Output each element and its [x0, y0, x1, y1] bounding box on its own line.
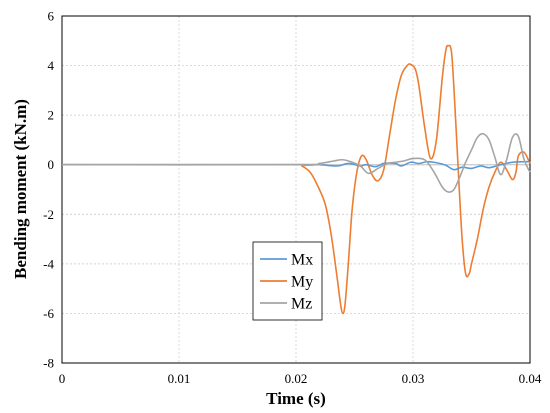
y-tick-labels: -8 -6 -4 -2 0 2 4 6 [43, 9, 54, 371]
x-axis-title: Time (s) [266, 389, 326, 408]
y-tick-label: -8 [43, 356, 54, 371]
y-tick-label: 6 [48, 9, 55, 24]
series-line-mx [62, 160, 531, 171]
series-line-my [61, 44, 531, 315]
y-axis-title: Bending moment (kN.m) [11, 99, 30, 279]
legend: Mx My Mz [252, 241, 323, 321]
x-tick-label: 0.04 [519, 371, 542, 386]
y-tick-label: 4 [48, 58, 55, 73]
y-tick-label: 0 [48, 157, 55, 172]
series-layer [61, 44, 531, 315]
y-tick-label: -4 [43, 256, 54, 271]
legend-label-my: My [291, 274, 313, 291]
legend-label-mz: Mz [291, 296, 312, 313]
legend-items: Mx My Mz [260, 252, 313, 313]
y-tick-label: -2 [43, 207, 54, 222]
x-tick-label: 0.03 [402, 371, 425, 386]
x-tick-label: 0.01 [168, 371, 191, 386]
plot-frame [61, 15, 531, 364]
y-tick-label: -6 [43, 306, 54, 321]
y-tick-label: 2 [48, 108, 55, 123]
x-tick-label: 0.02 [285, 371, 308, 386]
legend-label-mx: Mx [291, 252, 313, 269]
series-line-mz [61, 132, 531, 193]
x-tick-labels: 0 0.01 0.02 0.03 0.04 [59, 371, 542, 386]
x-tick-label: 0 [59, 371, 66, 386]
